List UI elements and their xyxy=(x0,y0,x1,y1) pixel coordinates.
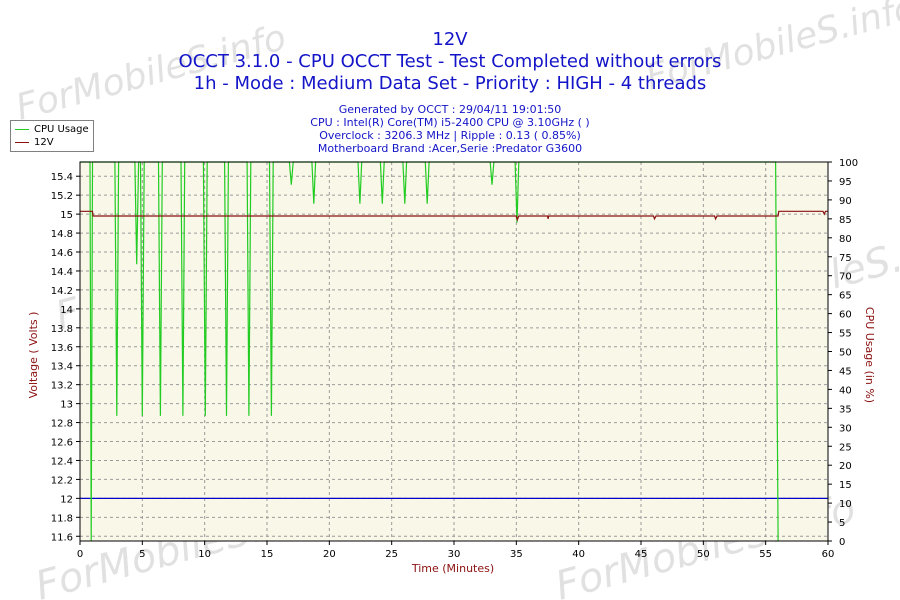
legend-swatch-12v xyxy=(15,142,29,143)
y-tick-label: 13 xyxy=(60,400,73,411)
x-tick-label: 60 xyxy=(822,549,835,560)
grid-lines xyxy=(80,162,828,541)
x-axis-label: Time (Minutes) xyxy=(411,562,494,575)
y-tick-label: 13.2 xyxy=(51,381,73,392)
legend: CPU Usage 12V xyxy=(10,120,94,152)
y-tick-label: 15.4 xyxy=(51,172,73,183)
chart-subtitle-test: OCCT 3.1.0 - CPU OCCT Test - Test Comple… xyxy=(178,51,722,72)
x-tick-label: 0 xyxy=(77,549,83,560)
y-tick-label: 14.2 xyxy=(51,286,73,297)
y-tick-label: 14 xyxy=(60,305,73,316)
y2-tick-label: 85 xyxy=(839,215,852,226)
y-tick-label: 11.8 xyxy=(51,513,73,524)
y-tick-label: 14.4 xyxy=(51,267,73,278)
y2-tick-label: 25 xyxy=(839,442,852,453)
x-tick-label: 35 xyxy=(510,549,523,560)
y2-axis-label: CPU Usage (in %) xyxy=(863,307,876,403)
y-tick-label: 12.2 xyxy=(51,475,73,486)
y-tick-label: 13.4 xyxy=(51,362,73,373)
y-tick-label: 11.6 xyxy=(51,532,73,543)
y-tick-label: 15.2 xyxy=(51,191,73,202)
y-tick-label: 12.4 xyxy=(51,456,73,467)
x-tick-label: 20 xyxy=(323,549,336,560)
x-tick-label: 25 xyxy=(385,549,398,560)
x-tick-label: 30 xyxy=(448,549,461,560)
legend-label-12v: 12V xyxy=(34,137,54,148)
y2-tick-label: 5 xyxy=(839,518,845,529)
y2-tick-label: 45 xyxy=(839,366,852,377)
x-tick-label: 5 xyxy=(139,549,145,560)
y2-tick-label: 55 xyxy=(839,329,852,340)
info-cpu: CPU : Intel(R) Core(TM) i5-2400 CPU @ 3.… xyxy=(310,116,590,129)
y2-tick-label: 20 xyxy=(839,461,852,472)
x-tick-label: 50 xyxy=(697,549,710,560)
y-tick-label: 15 xyxy=(60,210,73,221)
y-axis-label: Voltage ( Volts ) xyxy=(27,312,40,399)
y-axis-ticks: 11.6 11.8 12 12.2 12.4 12.6 12.8 13 13.2 13.4 13.6… xyxy=(51,172,80,543)
y2-tick-label: 60 xyxy=(839,310,852,321)
y2-tick-label: 35 xyxy=(839,404,852,415)
series-line-12v xyxy=(80,210,828,222)
y2-tick-label: 40 xyxy=(839,385,852,396)
y2-tick-label: 30 xyxy=(839,423,852,434)
y-tick-label: 14.6 xyxy=(51,248,73,259)
x-tick-label: 55 xyxy=(759,549,772,560)
y-tick-label: 12.8 xyxy=(51,419,73,430)
y2-tick-label: 100 xyxy=(839,158,858,169)
info-motherboard: Motherboard Brand :Acer,Serie :Predator … xyxy=(317,142,583,155)
y2-tick-label: 10 xyxy=(839,499,852,510)
y-tick-label: 13.6 xyxy=(51,343,73,354)
x-tick-label: 15 xyxy=(261,549,274,560)
y-tick-label: 12.6 xyxy=(51,438,73,449)
y2-tick-label: 15 xyxy=(839,480,852,491)
legend-swatch-cpu-usage xyxy=(15,129,29,130)
y2-tick-label: 90 xyxy=(839,196,852,207)
x-tick-label: 45 xyxy=(635,549,648,560)
x-axis-ticks: 0 5 10 15 20 25 30 35 40 45 50 55 60 xyxy=(77,541,835,560)
chart-subtitle-mode: 1h - Mode : Medium Data Set - Priority :… xyxy=(193,73,707,94)
x-tick-label: 10 xyxy=(198,549,211,560)
legend-item-12v: 12V xyxy=(15,136,54,149)
legend-item-cpu-usage: CPU Usage xyxy=(15,123,89,136)
y-tick-label: 12 xyxy=(60,494,73,505)
y2-tick-label: 65 xyxy=(839,291,852,302)
y2-tick-label: 75 xyxy=(839,253,852,264)
y2-tick-label: 95 xyxy=(839,177,852,188)
y-tick-label: 14.8 xyxy=(51,229,73,240)
info-overclock: Overclock : 3206.3 MHz | Ripple : 0.13 (… xyxy=(319,129,581,142)
info-generated: Generated by OCCT : 29/04/11 19:01:50 xyxy=(338,103,562,116)
y2-tick-label: 70 xyxy=(839,272,852,283)
y2-tick-label: 50 xyxy=(839,348,852,359)
y2-tick-label: 0 xyxy=(839,537,845,548)
y2-tick-label: 80 xyxy=(839,234,852,245)
y-tick-label: 13.8 xyxy=(51,324,73,335)
legend-label-cpu-usage: CPU Usage xyxy=(34,124,89,135)
y2-axis-ticks: 0 5 10 15 20 25 30 35 40 45 50 55 60 65 70 75 80 85 90 95 10… xyxy=(828,158,858,548)
chart-title: 12V xyxy=(432,29,468,50)
x-tick-label: 40 xyxy=(572,549,585,560)
